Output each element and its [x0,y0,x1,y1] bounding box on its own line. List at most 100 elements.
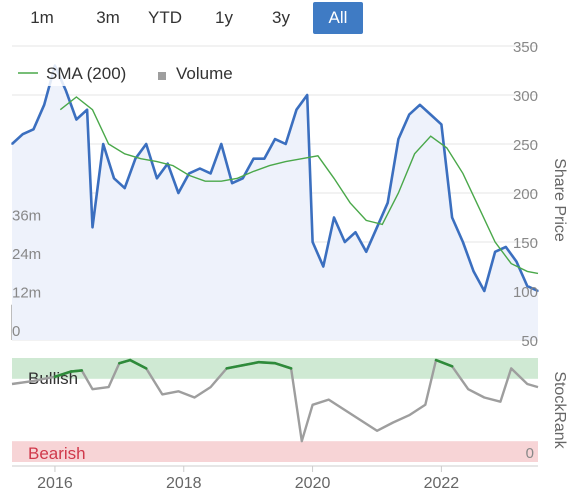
price-tick-label: 150 [513,235,538,252]
price-gridlines [12,45,538,341]
price-tick-label: 100 [513,284,538,301]
price-point [241,177,244,180]
price-point [537,290,539,292]
volume-tick-label: 12m [12,285,41,302]
volume-bar [375,327,378,340]
price-point [408,113,410,116]
volume-bar [467,320,470,340]
volume-tick-label: 36m [12,208,41,225]
x-tick-label: 2018 [166,475,202,490]
volume-bar [504,317,507,340]
volume-tick-label: 24m [12,246,41,263]
price-point [354,231,357,233]
price-point [419,104,421,106]
price-point [451,216,453,219]
price-point [113,177,115,180]
price-point [199,167,201,170]
volume-bar [268,323,271,340]
volume-bar [161,323,164,340]
price-point [209,172,212,175]
x-tick-label: 2016 [37,475,73,490]
price-point [252,157,255,160]
legend-volume-square-icon [158,72,166,80]
bearish-band [12,441,538,462]
sma-layer [59,96,539,275]
bullish-band [12,358,538,379]
price-point [440,123,443,126]
stockrank-bands: Bullish Bearish [12,358,538,463]
legend-sma-label: SMA (200) [46,64,126,83]
price-point [343,241,346,243]
range-ytd-button[interactable]: YTD [148,8,182,27]
volume-bar [424,320,427,340]
range-1m-button[interactable]: 1m [30,8,54,27]
range-1y-button[interactable]: 1y [215,8,233,27]
volume-bar [80,320,83,340]
price-point [333,216,335,219]
stockrank-bullish-segment [257,360,277,365]
price-point [322,265,325,268]
stockrank-bullish-segment [273,361,293,370]
volume-bar [11,304,13,340]
range-all-button[interactable]: All [313,2,363,34]
price-point [86,108,88,111]
price-tick-label: 350 [513,39,538,56]
volume-bar [322,263,325,340]
price-point [462,241,464,243]
bullish-label: Bullish [28,369,78,388]
price-point [134,157,137,160]
volume-bar [295,320,298,340]
price-area [12,65,538,340]
stockrank-tick-label: 0 [526,445,534,462]
price-point [145,143,147,145]
price-point [526,285,529,287]
volume-tick-label: 0 [12,323,20,340]
price-point [483,290,486,292]
price-point [472,270,475,273]
volume-bar [129,224,132,340]
volume-bars [11,224,529,340]
stockrank-bullish-segment [53,370,73,379]
price-axis-title: Share Price [551,158,568,242]
price-point [494,251,496,253]
price-point [365,251,368,253]
volume-bar [526,330,529,340]
price-tick-label: 200 [513,186,538,203]
x-tick-label: 2020 [295,475,331,490]
price-point [123,187,126,189]
volume-bar [311,323,314,340]
stockrank-bullish-segment [241,360,261,367]
sma-line [59,96,539,275]
volume-bar [123,298,126,340]
price-point [306,94,309,96]
stockrank-axis: 0 StockRank [526,371,568,462]
range-3y-button[interactable]: 3y [272,8,290,27]
price-point [43,104,46,106]
price-point [177,192,180,194]
price-point [376,226,378,229]
stockrank-line [11,358,539,443]
price-point [188,172,190,175]
price-point [166,162,169,165]
range-3m-button[interactable]: 3m [96,8,120,27]
price-point [397,138,400,140]
price-point [220,143,223,145]
legend-background [14,60,242,86]
price-point [231,182,233,184]
price-point [54,64,56,67]
price-tick-label: 250 [513,137,538,154]
price-point [75,118,78,121]
bearish-label: Bearish [28,444,86,463]
price-point [274,138,276,140]
price-point [263,157,266,160]
volume-bar [209,327,212,340]
stockrank-bullish-segment [434,358,454,368]
x-tick-label: 2022 [424,475,460,490]
price-point [386,202,389,204]
price-layer [11,64,539,340]
price-point [284,143,287,145]
price-plot-area [12,46,538,341]
stockrank-bullish-segment [118,358,132,365]
price-tick-label: 300 [513,88,538,105]
